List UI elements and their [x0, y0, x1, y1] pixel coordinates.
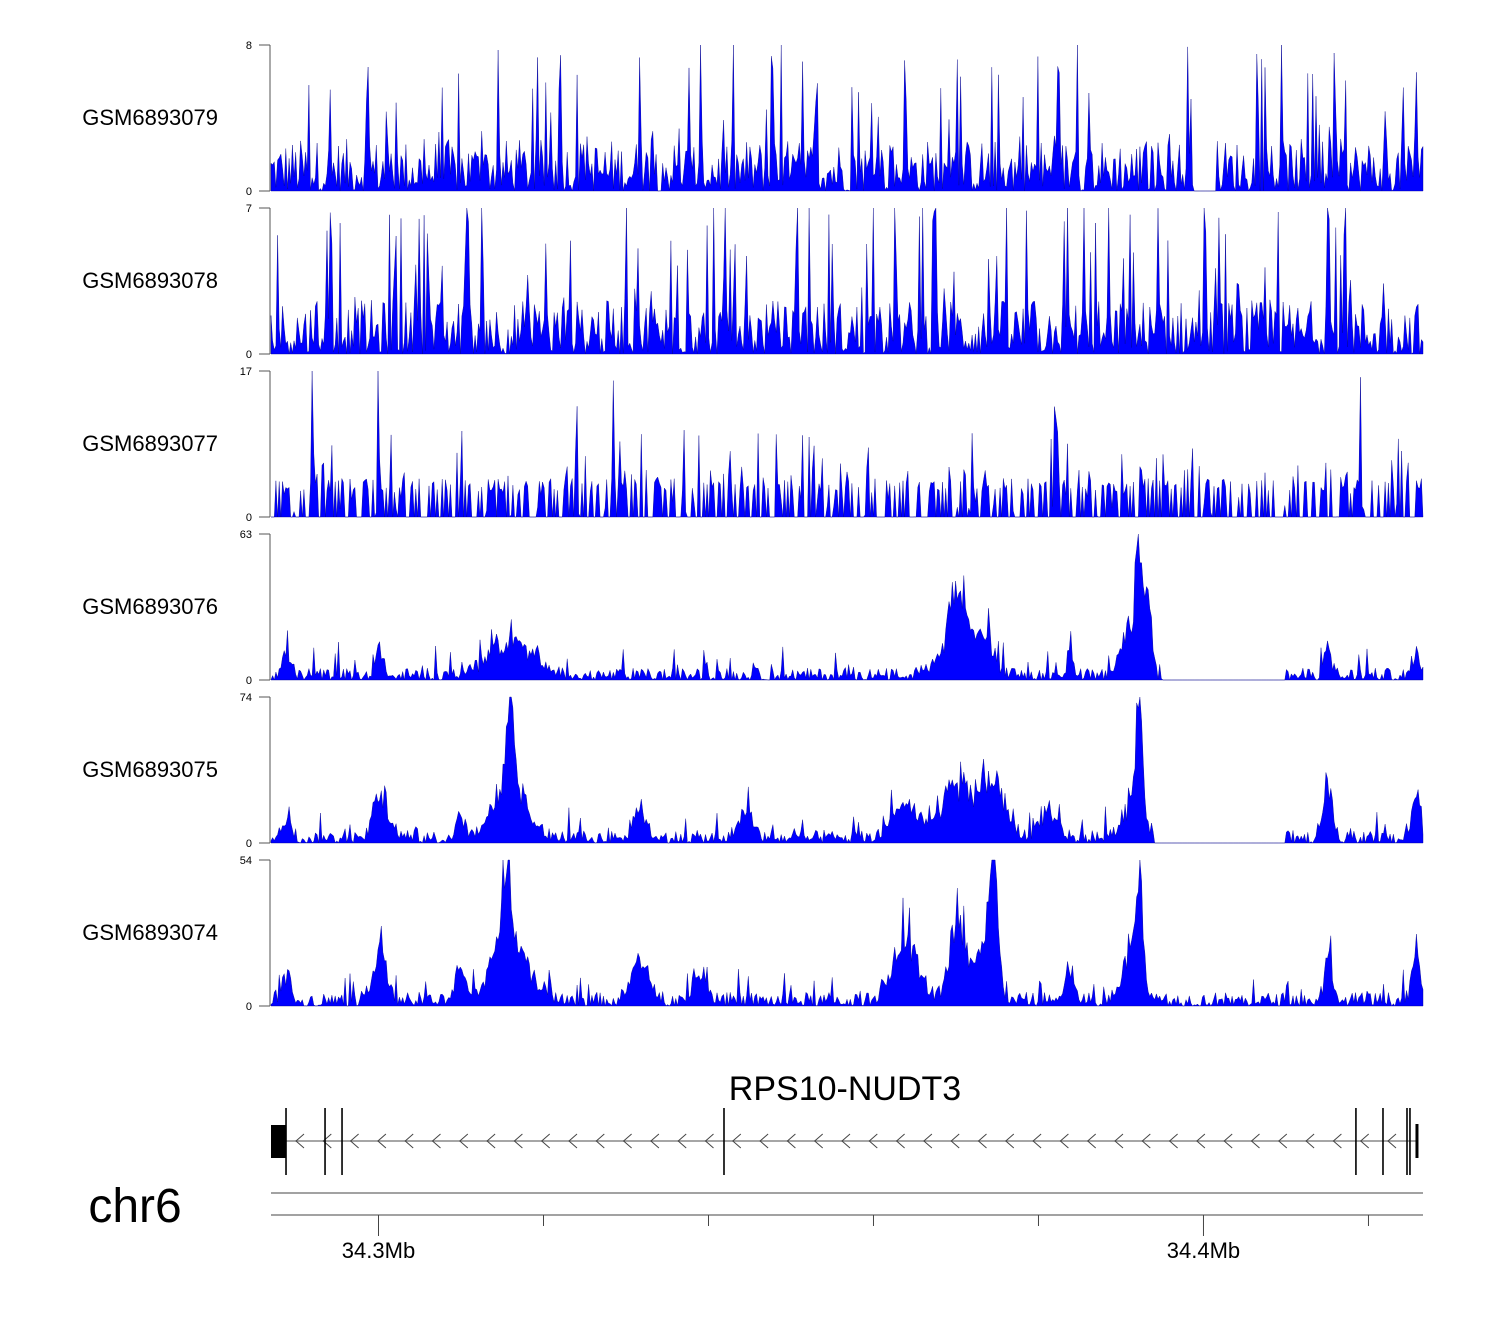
strand-arrow-icon [1387, 1133, 1397, 1149]
strand-arrow-icon [622, 1133, 632, 1149]
strand-arrow-icon [1223, 1133, 1233, 1149]
strand-arrow-icon [1250, 1133, 1260, 1149]
strand-arrow-icon [540, 1133, 551, 1149]
strand-arrow-icon [486, 1133, 496, 1149]
strand-arrow-icon [322, 1133, 332, 1149]
strand-arrow-icon [895, 1133, 905, 1149]
coverage-area [270, 696, 1424, 844]
strand-arrow-icon [349, 1133, 359, 1149]
x-tick-label: 34.4Mb [1167, 1238, 1240, 1263]
y-min-label: 0 [246, 1001, 252, 1013]
strand-arrow-icon [732, 1133, 742, 1149]
y-min-label: 0 [246, 186, 252, 198]
strand-arrow-icon [1278, 1133, 1288, 1149]
strand-arrow-icon [1086, 1133, 1097, 1149]
utr-block [271, 1125, 287, 1158]
strand-arrow-icon [1332, 1133, 1342, 1149]
strand-arrow-icon [513, 1133, 523, 1149]
chromosome-label: chr6 [88, 1180, 181, 1233]
y-max-label: 54 [240, 855, 252, 867]
track-label: GSM6893077 [82, 431, 218, 456]
y-max-label: 7 [246, 203, 252, 215]
coverage-area [270, 533, 1424, 681]
strand-arrow-icon [1059, 1133, 1069, 1149]
y-max-label: 8 [246, 40, 252, 52]
track-label: GSM6893075 [82, 757, 218, 782]
strand-arrow-icon [650, 1133, 660, 1149]
strand-arrow-icon [759, 1133, 769, 1149]
x-tick-label: 34.3Mb [342, 1238, 415, 1263]
track-GSM6893077: GSM6893077 17 0 [82, 366, 1424, 524]
track-GSM6893074: GSM6893074 54 0 [82, 855, 1424, 1013]
strand-arrow-icon [813, 1133, 824, 1149]
strand-arrow-icon [786, 1133, 796, 1149]
strand-arrow-icon [677, 1133, 687, 1149]
track-label: GSM6893074 [82, 920, 218, 945]
y-min-label: 0 [246, 512, 252, 524]
gene-name-label: RPS10-NUDT3 [729, 1070, 961, 1108]
track-label: GSM6893078 [82, 268, 218, 293]
y-max-label: 74 [240, 692, 252, 704]
strand-arrow-icon [841, 1133, 851, 1149]
track-label: GSM6893079 [82, 105, 218, 130]
track-GSM6893076: GSM6893076 63 0 [82, 529, 1424, 687]
strand-arrow-icon [950, 1133, 960, 1149]
strand-arrow-icon [1168, 1133, 1178, 1149]
y-max-label: 63 [240, 529, 252, 541]
strand-arrow-icon [568, 1133, 578, 1149]
strand-arrow-icon [977, 1133, 987, 1149]
y-min-label: 0 [246, 675, 252, 687]
track-label: GSM6893076 [82, 594, 218, 619]
strand-arrow-icon [295, 1133, 305, 1149]
coverage-area [270, 207, 1424, 355]
track-GSM6893075: GSM6893075 74 0 [82, 692, 1424, 850]
strand-arrow-icon [1005, 1133, 1015, 1149]
strand-arrow-icon [1141, 1133, 1151, 1149]
strand-arrow-icon [1359, 1133, 1370, 1149]
strand-arrow-icon [1196, 1133, 1206, 1149]
coverage-area [270, 44, 1424, 192]
strand-arrow-icon [868, 1133, 878, 1149]
track-GSM6893079: GSM6893079 8 0 [82, 40, 1424, 198]
strand-arrow-icon [459, 1133, 469, 1149]
coverage-area [270, 859, 1424, 1007]
y-min-label: 0 [246, 838, 252, 850]
strand-arrow-icon [704, 1133, 714, 1149]
strand-arrow-icon [431, 1133, 441, 1149]
strand-arrow-icon [404, 1133, 414, 1149]
track-GSM6893078: GSM6893078 7 0 [82, 203, 1424, 361]
y-max-label: 17 [240, 366, 252, 378]
strand-arrow-icon [1305, 1133, 1315, 1149]
strand-arrow-icon [1032, 1133, 1042, 1149]
strand-arrow-icon [595, 1133, 605, 1149]
coverage-area [271, 370, 1424, 518]
strand-arrow-icon [923, 1133, 933, 1149]
strand-arrow-icon [377, 1133, 387, 1149]
strand-arrow-icon [1114, 1133, 1124, 1149]
y-min-label: 0 [246, 349, 252, 361]
